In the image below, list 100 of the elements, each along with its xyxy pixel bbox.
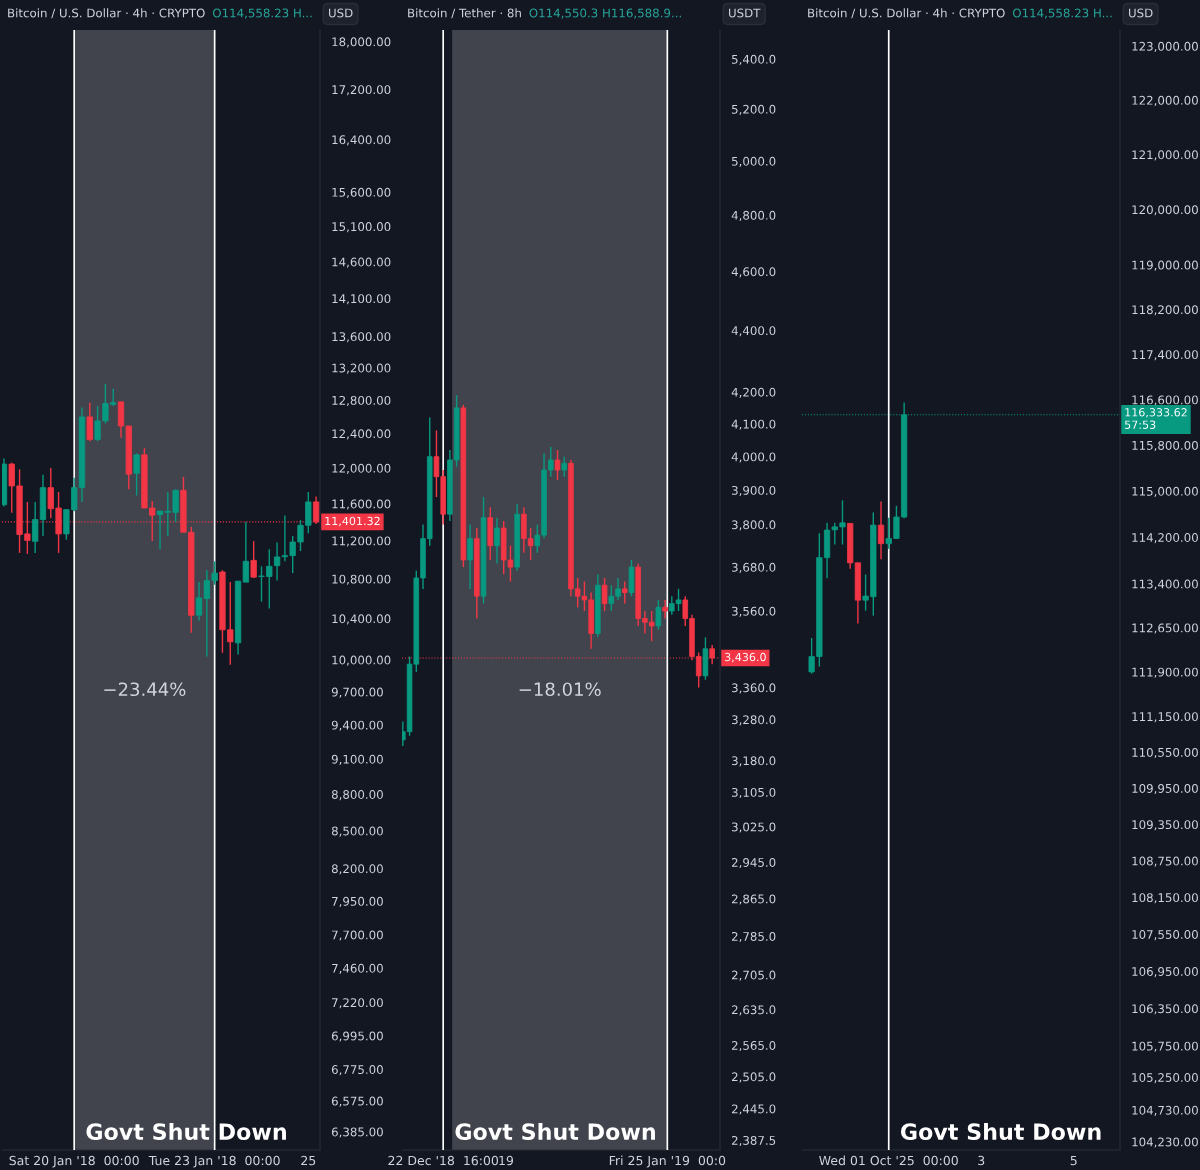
y-tick-label: 7,700.00 [332, 930, 383, 941]
ref-line-label: Govt Shut Down [900, 1122, 1101, 1141]
candlestick [877, 500, 885, 561]
y-tick-label: 104,730.00 [1132, 1105, 1198, 1116]
y-tick-label: 108,150.00 [1132, 893, 1198, 904]
y-tick-label: 8,500.00 [331, 826, 383, 837]
y-tick-label: 115,000.00 [1132, 486, 1198, 497]
y-tick-label: 3,105.0 [732, 787, 776, 799]
chart-subtitle: O114,550.3 H116,588.9... [529, 8, 681, 19]
y-tick-label: 4,100.0 [731, 419, 776, 430]
y-tick-label: 4,400.0 [731, 326, 776, 337]
y-tick-label: 105,750.00 [1132, 1041, 1198, 1052]
y-tick-label: 17,200.00 [332, 85, 391, 96]
y-tick-label: 10,800.00 [332, 574, 391, 585]
y-tick-label: 12,800.00 [332, 395, 391, 407]
y-tick-label: 110,550.00 [1132, 747, 1198, 759]
y-tick-label: 16,400.00 [332, 135, 391, 146]
y-tick-label: 12,400.00 [332, 429, 391, 440]
candlestick [662, 599, 668, 620]
y-tick-label: 14,600.00 [332, 257, 391, 268]
candlestick [621, 580, 628, 605]
y-tick-label: 106,950.00 [1132, 967, 1198, 978]
y-tick-label: 118,200.00 [1132, 305, 1198, 316]
y-tick-label: 14,100.00 [332, 294, 391, 305]
y-tick-label: 5,200.0 [732, 104, 776, 115]
y-tick-label: 119,000.00 [1132, 260, 1198, 271]
x-tick-label: 22 Dec '18 16:00 [388, 1155, 499, 1166]
x-tick-label: 19 [499, 1155, 514, 1166]
candlestick [467, 523, 473, 590]
y-tick-label: 123,000.00 [1132, 41, 1198, 52]
y-tick-label: 104,230.00 [1132, 1137, 1198, 1148]
chart-title: Bitcoin / U.S. Dollar · 4h · CRYPTO [808, 8, 1005, 19]
ref-line-label: Govt Shut Down [455, 1122, 655, 1141]
y-tick-label: 105,250.00 [1132, 1073, 1198, 1084]
y-tick-label: 120,000.00 [1132, 205, 1198, 216]
y-tick-label: 2,445.0 [731, 1104, 776, 1115]
y-tick-label: 2,505.0 [731, 1072, 776, 1083]
y-tick-label: 2,565.0 [731, 1040, 776, 1052]
y-tick-label: 6,775.00 [331, 1065, 383, 1076]
y-tick-label: 111,150.00 [1132, 712, 1198, 723]
y-tick-label: 2,865.0 [731, 894, 776, 905]
y-tick-label: 122,000.00 [1132, 95, 1198, 106]
y-tick-label: 2,635.0 [731, 1005, 776, 1016]
y-axis-title: USD [1129, 8, 1153, 18]
y-tick-label: 15,100.00 [332, 222, 391, 233]
y-tick-label: 7,460.00 [332, 963, 383, 974]
chart-subtitle: O114,558.23 H... [1012, 8, 1112, 19]
chart-title: Bitcoin / Tether · 8h [408, 8, 521, 19]
y-tick-label: 8,200.00 [331, 864, 383, 875]
x-tick-label: Tue 23 Jan '18 00:00 [148, 1155, 280, 1168]
chart-title: Bitcoin / U.S. Dollar · 4h · CRYPTO [8, 8, 205, 19]
chart-subtitle: O114,558.23 H... [212, 8, 312, 19]
y-tick-label: 4,800.0 [731, 210, 776, 221]
y-tick-label: 3,025.0 [732, 822, 776, 833]
y-tick-label: 7,220.00 [332, 998, 383, 1009]
candlestick [86, 401, 93, 442]
x-tick-label: Fri 25 Jan '19 00:0 [609, 1155, 726, 1168]
x-tick-label: 25 [301, 1155, 316, 1166]
y-tick-label: 10,000.00 [332, 655, 391, 666]
candlestick [250, 540, 257, 579]
y-tick-label: 107,550.00 [1132, 929, 1198, 941]
x-tick-label: Wed 01 Oct '25 00:00 [819, 1155, 958, 1166]
y-tick-label: 13,600.00 [332, 332, 391, 343]
candlestick [133, 452, 140, 497]
x-tick-label: Sat 20 Jan '18 00:00 [9, 1155, 139, 1168]
y-tick-label: 9,100.00 [331, 754, 383, 765]
y-tick-label: 5,000.0 [732, 156, 776, 167]
y-tick-label: 13,200.00 [332, 363, 391, 374]
y-tick-label: 18,000.00 [332, 37, 391, 48]
y-tick-label: 106,350.00 [1132, 1004, 1198, 1015]
y-tick-label: 6,575.00 [331, 1096, 383, 1107]
y-tick-label: 113,400.00 [1132, 579, 1198, 590]
y-tick-label: 9,700.00 [331, 687, 383, 698]
y-tick-label: 121,000.00 [1132, 150, 1198, 161]
x-tick-label: 3 [978, 1155, 985, 1166]
y-tick-label: 10,400.00 [332, 614, 391, 625]
candlestick [312, 495, 320, 525]
candlestick [601, 577, 608, 612]
y-tick-label: 114,200.00 [1132, 533, 1198, 544]
y-tick-label: 5,400.0 [732, 54, 776, 65]
ref-line-label: 11,401.32 [325, 516, 380, 527]
y-tick-label: 4,600.0 [731, 267, 776, 278]
y-tick-label: 6,995.00 [331, 1031, 383, 1042]
y-tick-label: 109,350.00 [1132, 820, 1198, 831]
y-tick-label: 3,180.0 [732, 756, 776, 767]
y-tick-label: 117,400.00 [1132, 350, 1198, 361]
y-tick-label: 4,200.0 [731, 387, 776, 398]
candlestick [494, 516, 500, 565]
y-tick-label: 8,800.00 [331, 790, 383, 801]
x-tick-label: 5 [1070, 1155, 1077, 1166]
y-tick-label: 109,950.00 [1132, 783, 1198, 795]
y-axis-title: USDT [729, 8, 761, 18]
ref-line-label: 3,436.0 [725, 652, 766, 663]
y-tick-label: 11,200.00 [332, 536, 391, 547]
y-tick-label: 112,650.00 [1132, 623, 1198, 634]
y-tick-label: 15,600.00 [332, 187, 391, 198]
y-tick-label: 108,750.00 [1132, 856, 1198, 867]
y-tick-label: 12,000.00 [332, 463, 391, 474]
annotation: −18.01% [519, 682, 601, 697]
y-tick-label: 3,360.0 [732, 683, 776, 694]
